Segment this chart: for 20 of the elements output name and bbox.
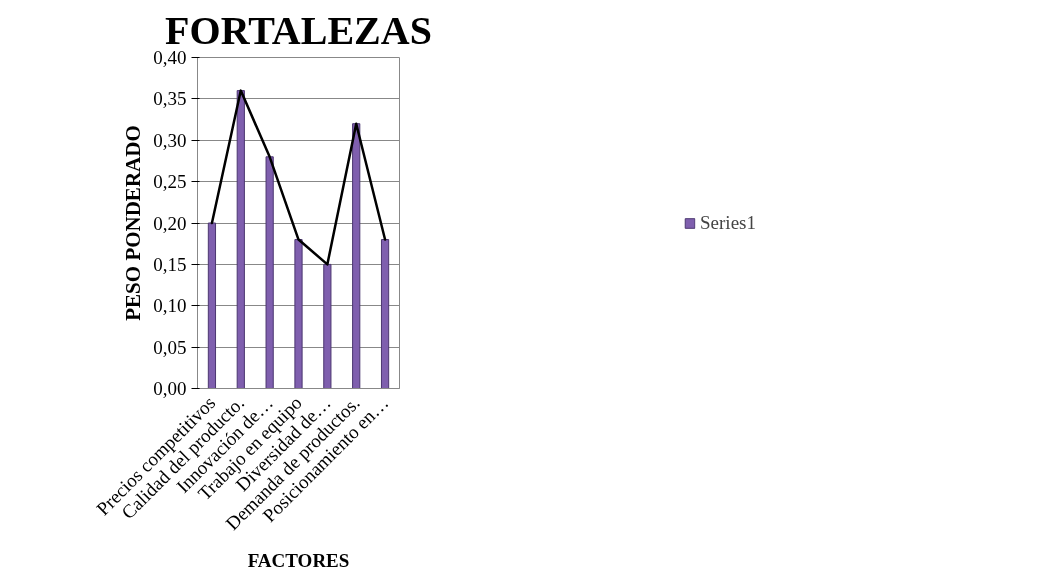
bar — [380, 239, 390, 389]
bar — [207, 222, 217, 389]
y-tick-label: 0,30 — [153, 129, 187, 151]
y-tick-label: 0,15 — [153, 253, 187, 275]
bar — [236, 90, 245, 389]
y-tick-label: 0,25 — [153, 171, 187, 193]
y-tick-label: 0,05 — [153, 336, 187, 358]
bar — [294, 239, 303, 389]
y-axis-title: PESO PONDERADO — [121, 125, 146, 321]
y-tick-label: 0,20 — [153, 212, 187, 234]
y-tick-label: 0,00 — [153, 378, 187, 399]
legend-label: Series1 — [700, 211, 756, 234]
bar — [352, 123, 361, 389]
y-tick-label: 0,40 — [153, 47, 187, 68]
line-series — [210, 89, 387, 266]
bar — [323, 263, 332, 389]
x-axis-title: FACTORES — [247, 549, 350, 571]
bar — [265, 156, 274, 389]
y-tick-label: 0,10 — [153, 295, 187, 317]
y-tick-label: 0,35 — [153, 88, 187, 110]
